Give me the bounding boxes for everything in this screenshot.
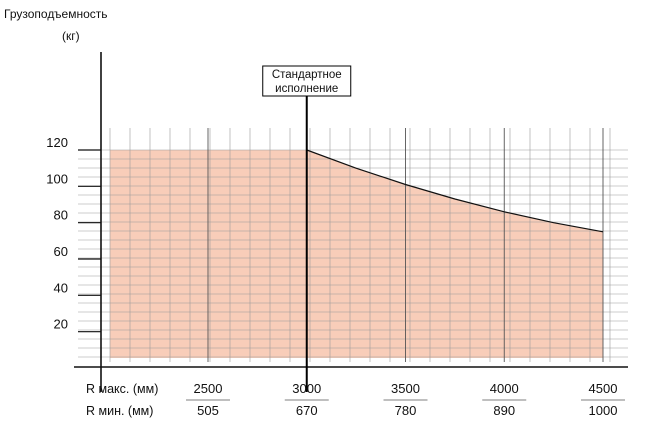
chart-area-layer [110,150,603,358]
x-tick-rmin: 670 [296,403,318,418]
standard-marker-layer: Стандартное исполнение [262,65,352,392]
standard-callout-box [262,65,352,97]
y-tick-label: 60 [54,244,68,259]
y-tick-label: 120 [46,135,68,150]
grid-layer [78,128,628,362]
y-tick-label: 20 [54,317,68,332]
y-axis-label-line2: (кг) [62,29,80,43]
x-tick-rmax: 4500 [589,381,618,396]
x-tick-rmin: 505 [197,403,219,418]
x-tick-rmax: 4000 [490,381,519,396]
x-tick-rmax: 3500 [391,381,420,396]
capacity-area [110,150,603,358]
standard-callout-line1: Стандартное [272,69,342,81]
x-tick-rmax: 2500 [194,381,223,396]
x-tick-rmin: 890 [493,403,515,418]
x-tick-rmin: 1000 [589,403,618,418]
capacity-curve [306,149,604,233]
x-tick-rmax: 3000 [292,381,321,396]
x-label-rmax: R макс. (мм) [86,382,158,396]
standard-callout-line2: исполнение [275,83,338,95]
curve-layer [306,149,604,233]
axes-layer [74,52,628,392]
x-label-rmin: R мин. (мм) [86,404,153,418]
y-tick-label: 80 [54,208,68,223]
x-tick-rmin: 780 [395,403,417,418]
y-tick-label: 100 [46,171,68,186]
y-axis-label-line1: Грузоподъемность [4,7,108,21]
y-tick-label: 40 [54,280,68,295]
labels-layer: 20 40 60 80 100 120 2500 505 3000 670 3500 780 4000 8… [4,7,625,418]
